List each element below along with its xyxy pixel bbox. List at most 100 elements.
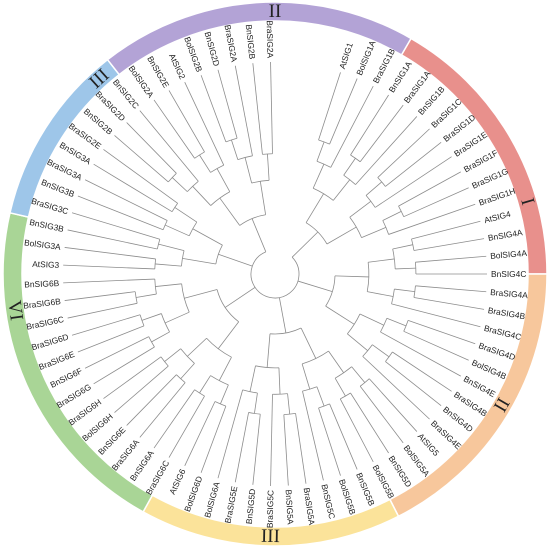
branch (318, 72, 341, 141)
branch (192, 228, 223, 246)
branch (63, 264, 155, 270)
branch (199, 375, 211, 394)
branch (388, 203, 476, 235)
branch (386, 317, 407, 327)
branch (126, 122, 177, 174)
branch (267, 153, 270, 181)
branch (365, 181, 382, 196)
branch (181, 283, 190, 313)
branch (93, 346, 155, 385)
branch (252, 414, 261, 485)
leaf-label: BnSIG5A (284, 489, 296, 525)
branch (329, 403, 358, 470)
branch (134, 291, 138, 304)
branch (278, 297, 287, 334)
leaf-label: BnSIG2B (244, 24, 258, 60)
branch (168, 395, 205, 458)
branch (141, 313, 162, 321)
branch (206, 337, 232, 358)
branch (174, 207, 198, 223)
branch (302, 391, 324, 481)
leaf-label: BnSIG5B (354, 471, 377, 507)
branch (184, 401, 216, 466)
leaf-label: BnSIG4C (491, 269, 526, 279)
branch (219, 197, 241, 226)
branch (415, 255, 487, 263)
branch (182, 257, 216, 265)
branch (270, 394, 273, 486)
branch (343, 174, 356, 185)
leaf-label: BraSIG5A (302, 487, 317, 526)
leaf-label: BolSIG5B (337, 478, 358, 516)
branch (139, 110, 199, 182)
branch (71, 314, 141, 336)
branch (244, 157, 253, 184)
branch (250, 251, 300, 299)
branch (217, 69, 238, 139)
branch (332, 179, 351, 201)
branch (176, 374, 186, 383)
branch (218, 357, 232, 381)
branch (153, 99, 195, 159)
branch (200, 405, 227, 473)
branch (194, 389, 205, 397)
branch (64, 247, 156, 260)
branch (266, 333, 271, 368)
branch (126, 374, 177, 426)
leaf-label: BraSIG6C (25, 314, 64, 332)
branch (164, 348, 181, 362)
branch (278, 367, 281, 395)
branch (77, 195, 164, 231)
branch (300, 327, 317, 359)
branch (64, 291, 136, 301)
branch (398, 171, 461, 207)
branch (326, 226, 357, 245)
branch (359, 386, 404, 444)
clade-label: II (269, 1, 282, 22)
branch (347, 333, 368, 351)
leaf-label: BraSIG2A (223, 24, 240, 63)
branch (181, 250, 185, 267)
branch (93, 163, 173, 213)
branch (164, 224, 190, 237)
branch (224, 287, 256, 308)
leaf-label: BraSIG5C (265, 490, 276, 528)
branch (403, 330, 469, 361)
branch (67, 229, 158, 250)
branch (103, 149, 178, 204)
branch (305, 193, 324, 223)
clade-band (2, 211, 154, 513)
branch (350, 94, 389, 156)
branch (153, 389, 195, 449)
clade-label: VI (3, 299, 27, 322)
leaf-label: BnSIG3B (40, 177, 77, 199)
leaf-label: AtSIG2 (167, 52, 188, 81)
branch (394, 288, 415, 293)
branch (301, 363, 311, 390)
branch (291, 231, 319, 258)
branch (302, 386, 318, 392)
leaf-label: BraSIG1G (470, 166, 509, 191)
leaf-label: BolSIG6A (202, 480, 222, 519)
branch (103, 356, 162, 399)
leaf-label: AtSIG3 (32, 259, 60, 270)
branch (403, 320, 409, 332)
branch (164, 311, 190, 324)
leaf-label: BolSIG4A (490, 248, 528, 261)
branch (225, 137, 238, 143)
branch (158, 243, 185, 252)
branch (216, 168, 231, 192)
branch (411, 238, 415, 251)
branch (359, 104, 404, 162)
branch (415, 285, 487, 293)
branch (231, 139, 239, 160)
leaf-label: BolSIG1A (354, 39, 378, 77)
branch (339, 398, 374, 463)
branch (154, 258, 157, 269)
branch (295, 413, 307, 484)
branch (187, 337, 207, 357)
branch (392, 351, 452, 392)
leaf-label: BraSIG4C (483, 323, 522, 342)
leaf-label: BraSIG5E (223, 485, 240, 524)
